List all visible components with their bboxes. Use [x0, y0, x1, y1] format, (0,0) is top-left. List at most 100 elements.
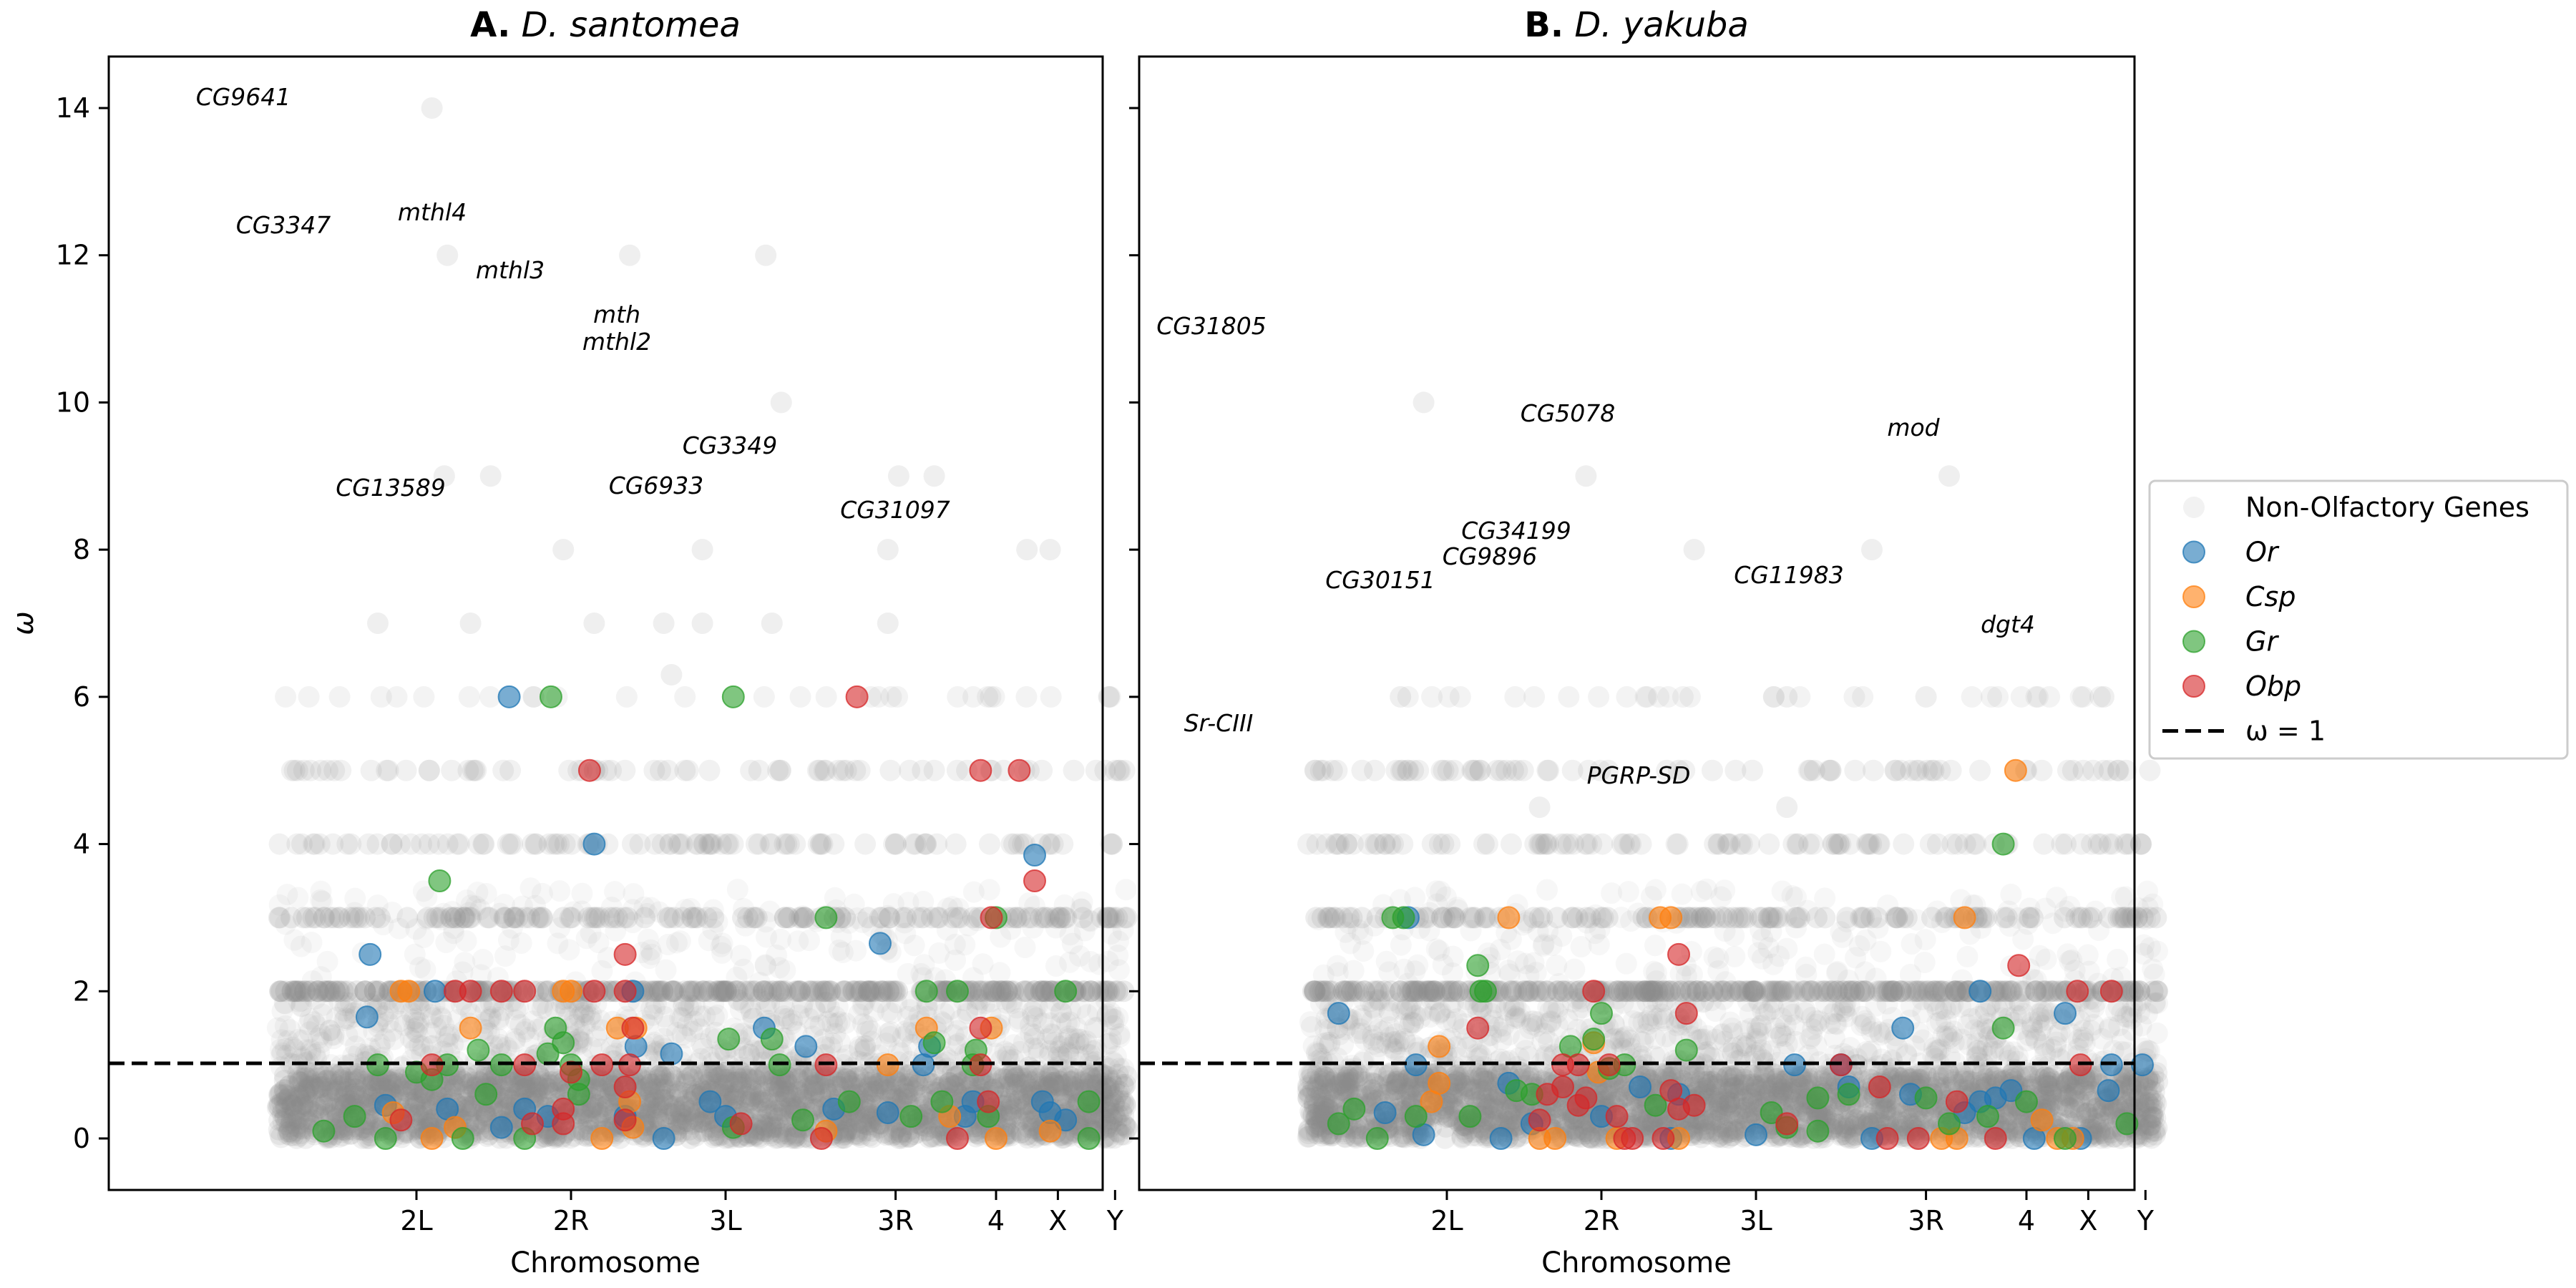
- non-olfactory-point: [887, 465, 909, 487]
- non-olfactory-point: [1062, 1080, 1084, 1102]
- csp-point: [459, 1016, 482, 1040]
- non-olfactory-point: [333, 1081, 356, 1103]
- obp-point: [980, 906, 1003, 930]
- non-olfactory-point: [533, 1074, 555, 1096]
- non-olfactory-point: [1094, 1077, 1116, 1099]
- non-olfactory-point: [847, 1121, 869, 1143]
- non-olfactory-point: [647, 1068, 669, 1091]
- non-olfactory-point: [538, 1082, 560, 1104]
- non-olfactory-point: [294, 1079, 316, 1101]
- non-olfactory-point: [278, 1075, 301, 1097]
- non-olfactory-point: [789, 686, 811, 708]
- non-olfactory-point: [281, 1094, 303, 1116]
- non-olfactory-point: [1050, 1075, 1072, 1098]
- non-olfactory-point: [740, 759, 762, 781]
- non-olfactory-point: [585, 1094, 608, 1116]
- csp-point: [985, 1127, 1008, 1150]
- y-tick-label: 4: [73, 829, 90, 860]
- non-olfactory-point: [798, 1063, 820, 1085]
- non-olfactory-point: [774, 833, 796, 855]
- non-olfactory-point: [1096, 1126, 1118, 1148]
- non-olfactory-point: [1011, 1079, 1033, 1101]
- non-olfactory-point: [1046, 1074, 1068, 1096]
- non-olfactory-point: [680, 907, 703, 929]
- non-olfactory-point: [575, 927, 597, 950]
- non-olfactory-point: [1101, 1072, 1123, 1094]
- non-olfactory-point: [979, 833, 1001, 855]
- non-olfactory-point: [280, 1110, 303, 1132]
- non-olfactory-point: [669, 1085, 691, 1107]
- non-olfactory-point: [752, 1089, 774, 1111]
- non-olfactory-point: [291, 1071, 313, 1093]
- non-olfactory-point: [332, 1067, 354, 1089]
- non-olfactory-point: [682, 1068, 704, 1091]
- non-olfactory-point: [539, 1070, 561, 1093]
- non-olfactory-point: [338, 1071, 361, 1093]
- non-olfactory-point: [716, 833, 738, 855]
- obp-point: [729, 1112, 753, 1136]
- non-olfactory-point: [753, 1081, 775, 1103]
- non-olfactory-point: [1043, 1071, 1065, 1093]
- non-olfactory-point: [648, 1093, 670, 1116]
- non-olfactory-point: [789, 1069, 811, 1091]
- non-olfactory-point: [1010, 1121, 1032, 1143]
- non-olfactory-point: [584, 907, 606, 929]
- non-olfactory-point: [370, 686, 392, 708]
- non-olfactory-point: [728, 1070, 751, 1093]
- gr-point: [1077, 1090, 1101, 1113]
- non-olfactory-point: [660, 664, 683, 686]
- non-olfactory-point: [673, 1096, 695, 1118]
- non-olfactory-point: [787, 1079, 809, 1101]
- non-olfactory-point: [512, 1070, 534, 1093]
- non-olfactory-point: [648, 1108, 670, 1131]
- non-olfactory-point: [882, 1083, 904, 1106]
- non-olfactory-point: [947, 1020, 969, 1042]
- non-olfactory-point: [707, 1073, 729, 1095]
- non-olfactory-point: [921, 1126, 943, 1148]
- non-olfactory-point: [667, 833, 689, 855]
- obp-point: [621, 1016, 645, 1040]
- non-olfactory-point: [809, 1073, 831, 1095]
- non-olfactory-point: [756, 1098, 779, 1120]
- non-olfactory-point: [501, 1071, 523, 1093]
- non-olfactory-point: [340, 1065, 362, 1088]
- non-olfactory-point: [278, 1118, 300, 1141]
- non-olfactory-point: [365, 1070, 387, 1093]
- non-olfactory-point: [472, 949, 494, 971]
- non-olfactory-point: [918, 1126, 940, 1148]
- non-olfactory-point: [358, 1127, 381, 1149]
- non-olfactory-point: [298, 1076, 321, 1098]
- non-olfactory-point: [369, 1075, 391, 1097]
- non-olfactory-point: [769, 759, 791, 781]
- non-olfactory-point: [438, 1025, 460, 1048]
- non-olfactory-point: [746, 1098, 768, 1120]
- non-olfactory-point: [268, 1096, 290, 1118]
- y-tick-label: 14: [56, 92, 90, 124]
- non-olfactory-point: [401, 1080, 423, 1102]
- non-olfactory-point: [1000, 1095, 1022, 1117]
- non-olfactory-point: [761, 613, 783, 634]
- non-olfactory-point: [751, 1120, 773, 1142]
- non-olfactory-point: [855, 1106, 877, 1128]
- non-olfactory-point: [879, 1084, 902, 1106]
- non-olfactory-point: [855, 1071, 877, 1093]
- non-olfactory-point: [1042, 1072, 1064, 1094]
- non-olfactory-point: [318, 1078, 340, 1100]
- non-olfactory-point: [388, 1073, 410, 1095]
- non-olfactory-point: [849, 1126, 872, 1148]
- non-olfactory-point: [1018, 1070, 1040, 1093]
- non-olfactory-point: [788, 1081, 810, 1103]
- non-olfactory-point: [269, 1093, 291, 1115]
- non-olfactory-point: [842, 1118, 864, 1140]
- non-olfactory-point: [1104, 759, 1126, 781]
- non-olfactory-point: [882, 1123, 904, 1146]
- non-olfactory-point: [653, 613, 675, 634]
- non-olfactory-point: [479, 465, 502, 487]
- non-olfactory-point: [916, 1119, 938, 1141]
- non-olfactory-point: [899, 759, 921, 781]
- non-olfactory-point: [766, 1116, 788, 1138]
- gr-point: [1054, 980, 1078, 1003]
